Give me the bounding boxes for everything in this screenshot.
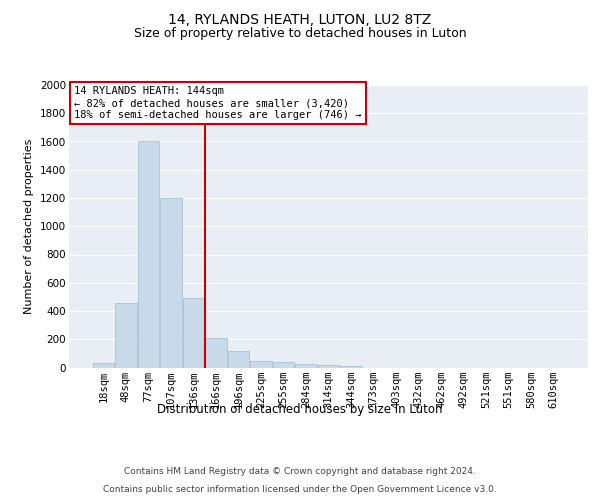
Bar	[115, 302, 137, 368]
Text: 14, RYLANDS HEATH, LUTON, LU2 8TZ: 14, RYLANDS HEATH, LUTON, LU2 8TZ	[169, 12, 431, 26]
Bar	[273, 362, 294, 368]
Bar	[295, 364, 317, 368]
Text: Distribution of detached houses by size in Luton: Distribution of detached houses by size …	[157, 402, 443, 415]
Bar	[340, 366, 362, 368]
Bar	[250, 360, 272, 368]
Text: Contains HM Land Registry data © Crown copyright and database right 2024.: Contains HM Land Registry data © Crown c…	[124, 468, 476, 476]
Bar	[137, 142, 159, 368]
Text: Size of property relative to detached houses in Luton: Size of property relative to detached ho…	[134, 28, 466, 40]
Bar	[92, 364, 114, 368]
Bar	[160, 198, 182, 368]
Y-axis label: Number of detached properties: Number of detached properties	[25, 138, 34, 314]
Bar	[182, 298, 204, 368]
Bar	[318, 366, 339, 368]
Bar	[228, 350, 249, 368]
Text: Contains public sector information licensed under the Open Government Licence v3: Contains public sector information licen…	[103, 485, 497, 494]
Bar	[205, 338, 227, 368]
Text: 14 RYLANDS HEATH: 144sqm
← 82% of detached houses are smaller (3,420)
18% of sem: 14 RYLANDS HEATH: 144sqm ← 82% of detach…	[74, 86, 362, 120]
